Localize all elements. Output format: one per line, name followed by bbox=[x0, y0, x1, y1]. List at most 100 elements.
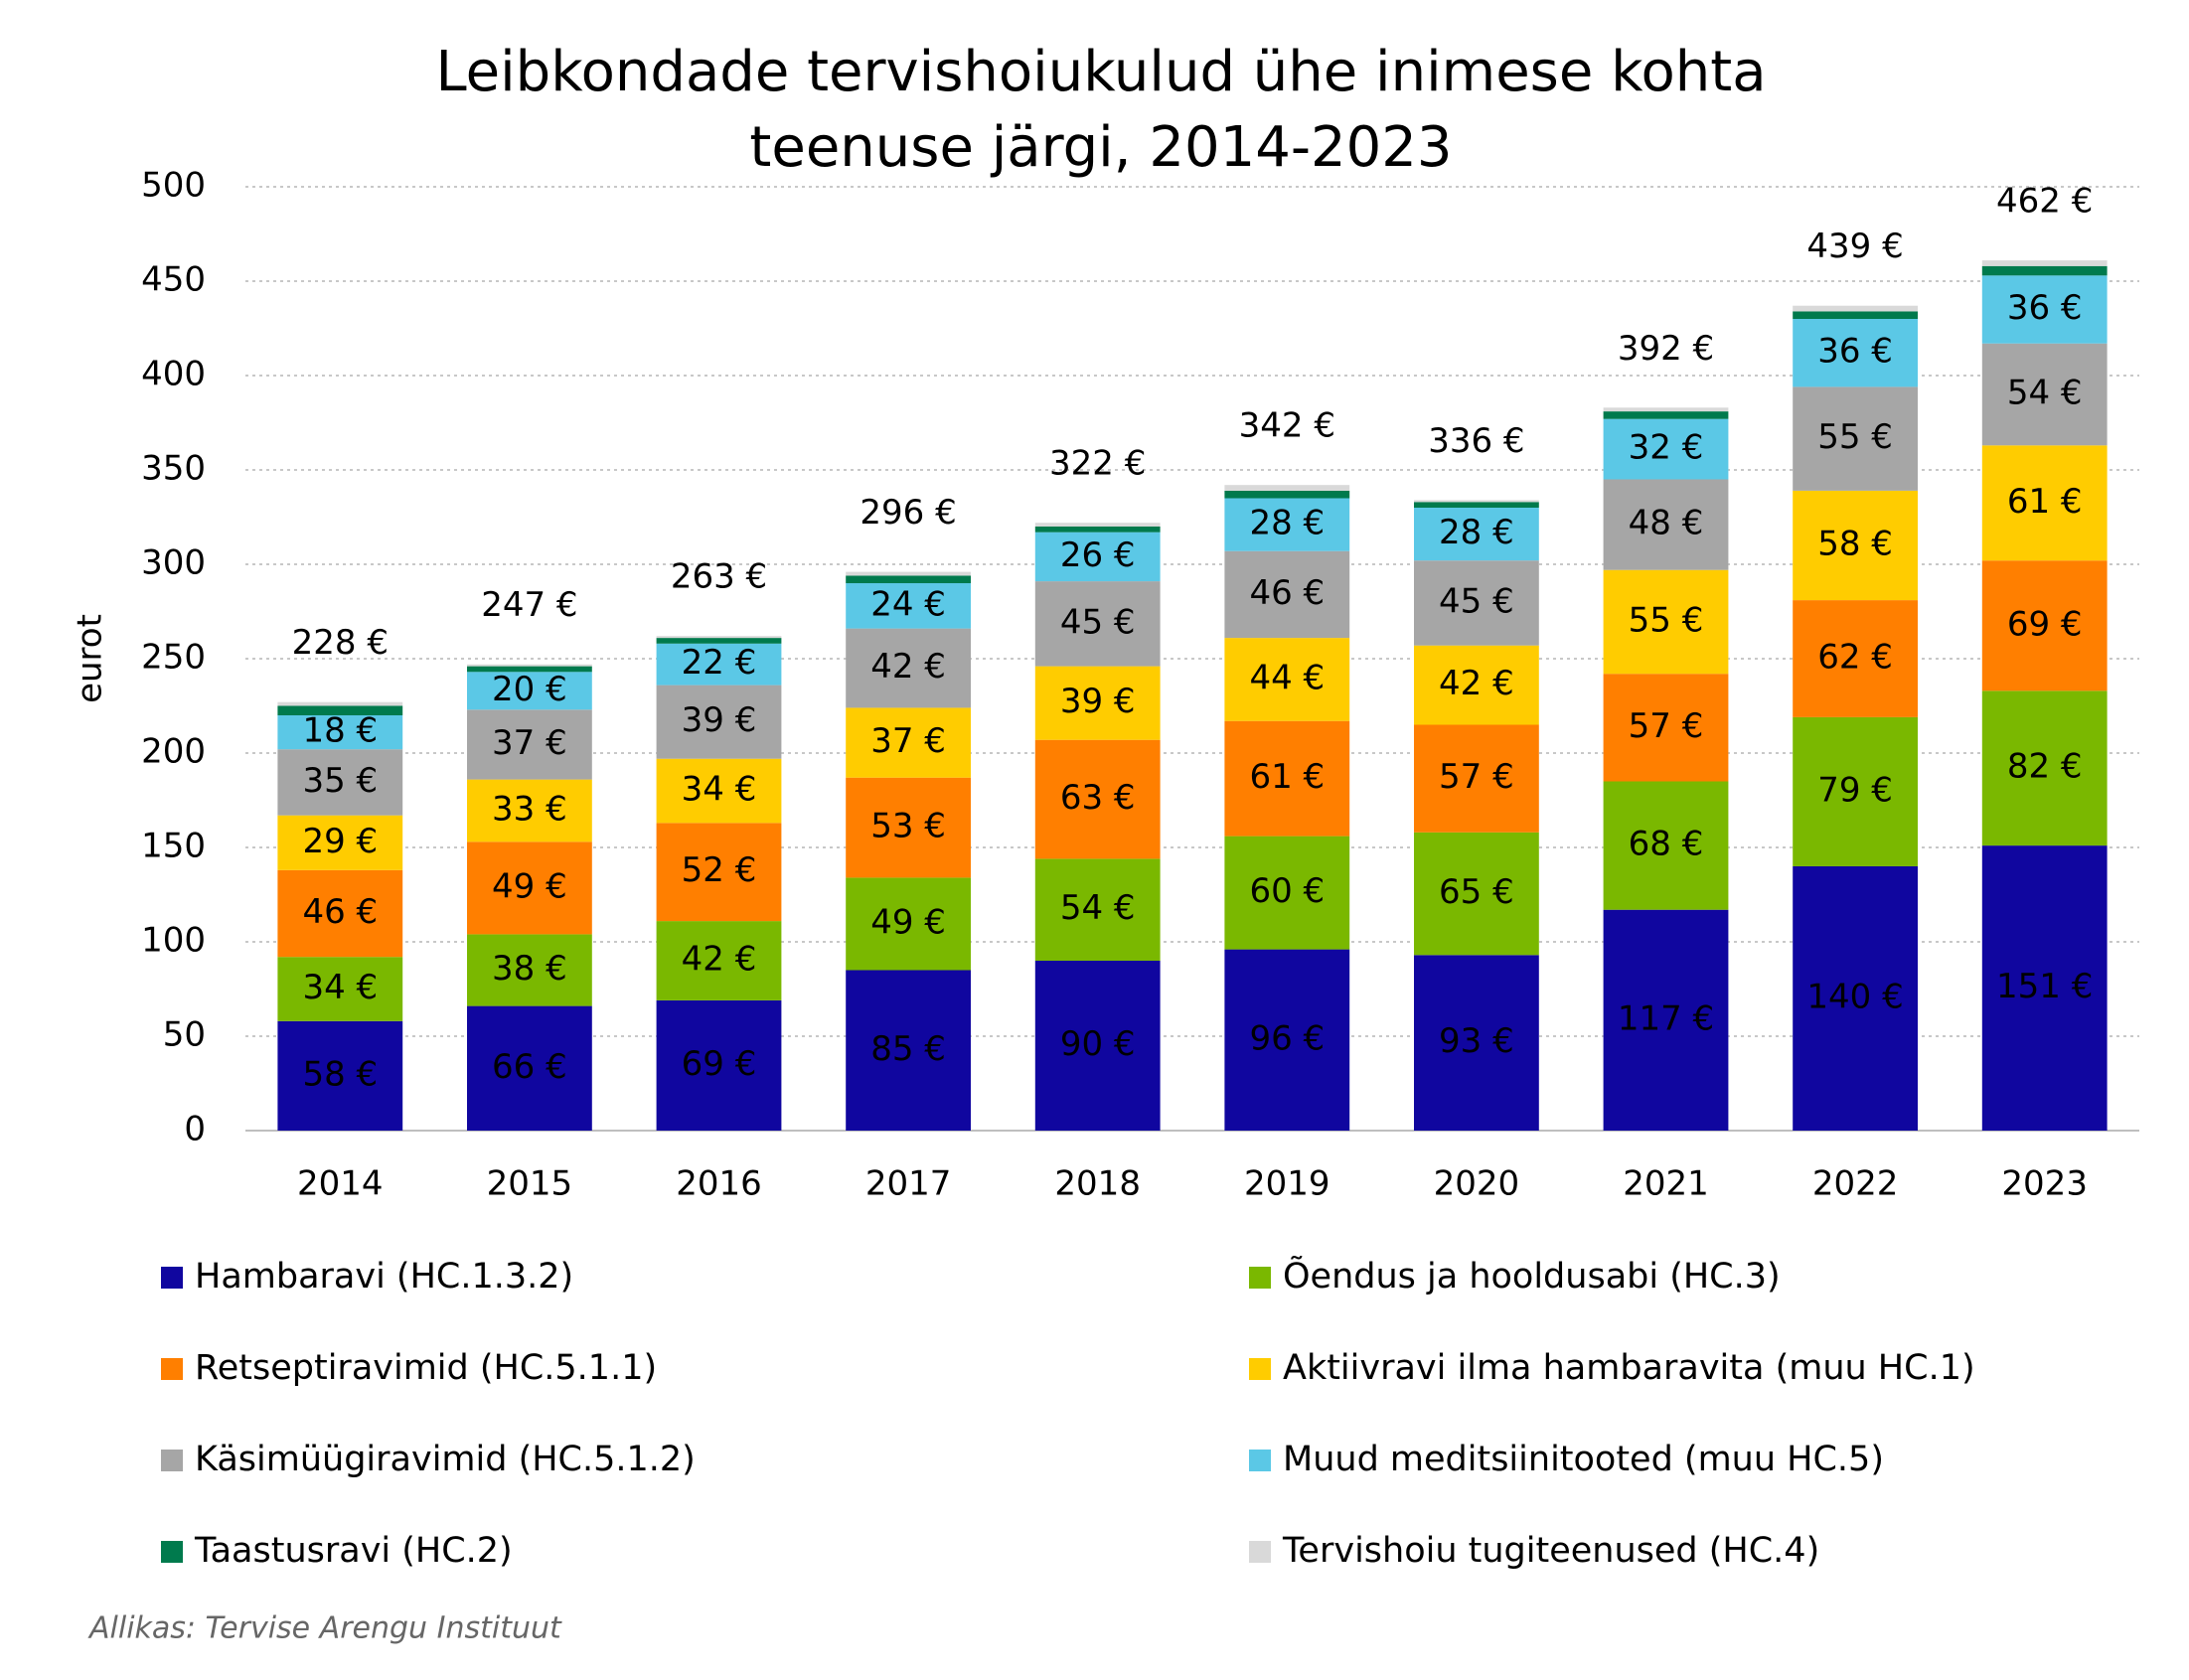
bar-segment bbox=[1981, 560, 2108, 691]
data-label: 44 € bbox=[1249, 658, 1325, 697]
bar-segment bbox=[1603, 407, 1729, 412]
bar-segment bbox=[1224, 949, 1350, 1131]
legend-swatch bbox=[1249, 1450, 1271, 1471]
data-label: 55 € bbox=[1817, 417, 1893, 457]
data-label: 55 € bbox=[1629, 600, 1704, 640]
bar-segment bbox=[1224, 836, 1350, 950]
data-label: 96 € bbox=[1249, 1018, 1325, 1058]
bar-segment bbox=[1603, 909, 1729, 1131]
legend-label: Tervishoiu tugiteenused (HC.4) bbox=[1282, 1531, 1819, 1571]
data-label: 93 € bbox=[1439, 1021, 1514, 1061]
bar-segment bbox=[1793, 600, 1918, 717]
data-label: 20 € bbox=[492, 670, 567, 709]
data-label: 52 € bbox=[682, 850, 757, 890]
total-label: 439 € bbox=[1806, 227, 1903, 266]
data-label: 45 € bbox=[1439, 581, 1514, 621]
bar-segment bbox=[1034, 961, 1161, 1131]
data-label: 63 € bbox=[1060, 778, 1136, 818]
legend-swatch bbox=[161, 1541, 183, 1563]
bar-segment bbox=[1981, 343, 2108, 446]
bar-segment bbox=[277, 749, 403, 816]
bar-segment bbox=[467, 934, 592, 1006]
data-label: 57 € bbox=[1629, 706, 1704, 746]
bar-segment bbox=[656, 636, 782, 639]
bar-segment bbox=[277, 957, 403, 1021]
bar-segment bbox=[277, 869, 403, 958]
data-label: 34 € bbox=[682, 770, 757, 810]
data-label: 18 € bbox=[302, 711, 378, 751]
bar-segment bbox=[1224, 550, 1350, 639]
bar-segment bbox=[1414, 560, 1539, 646]
bar-segment bbox=[467, 841, 592, 935]
y-tick-label: 250 bbox=[141, 638, 206, 678]
bar-segment bbox=[467, 709, 592, 780]
x-tick-label: 2021 bbox=[1623, 1164, 1709, 1204]
data-label: 49 € bbox=[492, 866, 567, 906]
bar-segment bbox=[1034, 739, 1161, 859]
data-label: 48 € bbox=[1629, 504, 1704, 543]
chart-title: Leibkondade tervishoiukulud ühe inimese … bbox=[435, 40, 1766, 104]
bar-segment bbox=[656, 685, 782, 759]
data-label: 37 € bbox=[870, 721, 946, 761]
bar-segment bbox=[1414, 502, 1539, 508]
data-label: 65 € bbox=[1439, 872, 1514, 912]
bar-segment bbox=[1224, 638, 1350, 721]
legend-label: Aktiivravi ilma hambaravita (muu HC.1) bbox=[1283, 1348, 1975, 1388]
bar-segment bbox=[1224, 485, 1350, 491]
bar-segment bbox=[1793, 311, 1918, 319]
legend-swatch bbox=[161, 1358, 183, 1380]
source-note: Allikas: Tervise Arengu Instituut bbox=[87, 1611, 562, 1646]
bar-segment bbox=[277, 715, 403, 750]
bar-segment bbox=[1793, 386, 1918, 491]
legend-swatch bbox=[1249, 1267, 1271, 1289]
data-label: 22 € bbox=[682, 643, 757, 683]
data-label: 42 € bbox=[682, 940, 757, 980]
x-tick-label: 2015 bbox=[487, 1164, 573, 1204]
data-label: 36 € bbox=[2007, 288, 2083, 328]
x-tick-label: 2023 bbox=[2001, 1164, 2088, 1204]
total-label: 296 € bbox=[860, 493, 956, 533]
data-label: 42 € bbox=[870, 647, 946, 687]
bar-segment bbox=[846, 777, 971, 878]
data-label: 33 € bbox=[492, 789, 567, 829]
bar-segment bbox=[1414, 508, 1539, 561]
data-label: 38 € bbox=[492, 949, 567, 989]
total-label: 462 € bbox=[1996, 182, 2093, 222]
data-label: 34 € bbox=[302, 968, 378, 1007]
bar-segment bbox=[1603, 674, 1729, 782]
data-label: 45 € bbox=[1060, 602, 1136, 642]
bar-segment bbox=[846, 877, 971, 971]
bar-segment bbox=[1034, 532, 1161, 582]
bar-segment bbox=[1981, 845, 2108, 1131]
bar-segment bbox=[277, 815, 403, 870]
y-tick-label: 500 bbox=[141, 166, 206, 206]
y-tick-label: 150 bbox=[141, 827, 206, 866]
bar-segment bbox=[1603, 569, 1729, 675]
data-label: 90 € bbox=[1060, 1024, 1136, 1064]
bar-segment bbox=[1981, 690, 2108, 846]
x-tick-label: 2017 bbox=[865, 1164, 952, 1204]
legend-label: Taastusravi (HC.2) bbox=[194, 1531, 513, 1571]
data-label: 29 € bbox=[302, 822, 378, 861]
legend-swatch bbox=[1249, 1358, 1271, 1380]
bar-segment bbox=[1793, 866, 1918, 1131]
total-label: 263 € bbox=[671, 557, 767, 597]
bar-segment bbox=[1414, 955, 1539, 1131]
bar-segment bbox=[467, 1005, 592, 1131]
total-label: 228 € bbox=[292, 623, 389, 663]
bar-segment bbox=[1414, 724, 1539, 833]
bar-segment bbox=[1034, 858, 1161, 961]
bar-segment bbox=[656, 999, 782, 1131]
data-label: 54 € bbox=[2007, 374, 2083, 413]
total-label: 342 € bbox=[1239, 406, 1335, 446]
bar-segment bbox=[467, 664, 592, 667]
data-label: 117 € bbox=[1618, 998, 1714, 1038]
data-label: 42 € bbox=[1439, 664, 1514, 703]
bar-segment bbox=[1414, 645, 1539, 725]
bar-segment bbox=[656, 638, 782, 644]
y-tick-label: 200 bbox=[141, 732, 206, 772]
chart-title: teenuse järgi, 2014-2023 bbox=[749, 115, 1452, 180]
bar-segment bbox=[1603, 479, 1729, 570]
x-tick-label: 2022 bbox=[1812, 1164, 1899, 1204]
